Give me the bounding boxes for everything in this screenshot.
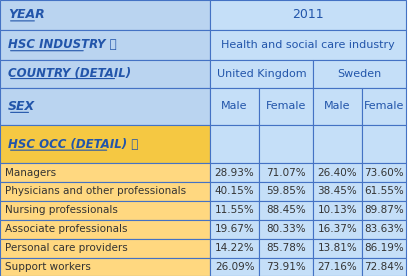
Bar	[0, 30, 210, 60]
Bar	[313, 182, 361, 201]
Text: 72.84%: 72.84%	[364, 262, 403, 272]
Bar	[0, 60, 210, 87]
Text: Associate professionals: Associate professionals	[5, 224, 127, 234]
Text: 2011: 2011	[292, 8, 324, 22]
Bar	[361, 201, 405, 220]
Bar	[0, 239, 210, 258]
Bar	[0, 87, 210, 125]
Bar	[210, 182, 259, 201]
Text: 80.33%: 80.33%	[266, 224, 306, 234]
Bar	[259, 87, 313, 125]
Bar	[0, 258, 210, 276]
Bar	[210, 0, 405, 30]
Bar	[210, 239, 259, 258]
Text: HSC INDUSTRY ⓘ: HSC INDUSTRY ⓘ	[8, 38, 117, 51]
Bar	[313, 258, 361, 276]
Bar	[0, 201, 210, 220]
Text: Health and social care industry: Health and social care industry	[221, 40, 395, 50]
Bar	[210, 87, 259, 125]
Text: 11.55%: 11.55%	[215, 205, 254, 215]
Text: Female: Female	[364, 101, 404, 112]
Text: YEAR: YEAR	[8, 8, 44, 22]
Bar	[361, 220, 405, 239]
Text: 73.91%: 73.91%	[266, 262, 306, 272]
Text: Female: Female	[266, 101, 306, 112]
Text: 16.37%: 16.37%	[317, 224, 357, 234]
Bar	[0, 0, 210, 30]
Text: 86.19%: 86.19%	[364, 243, 403, 253]
Bar	[361, 239, 405, 258]
Text: 27.16%: 27.16%	[317, 262, 357, 272]
Text: Sweden: Sweden	[337, 69, 381, 79]
Text: 73.60%: 73.60%	[364, 168, 403, 177]
Bar	[210, 60, 313, 87]
Bar	[259, 239, 313, 258]
Bar	[361, 163, 405, 182]
Bar	[210, 220, 259, 239]
Bar	[259, 258, 313, 276]
Bar	[313, 87, 361, 125]
Bar	[313, 239, 361, 258]
Text: 14.22%: 14.22%	[215, 243, 254, 253]
Text: Physicians and other professionals: Physicians and other professionals	[5, 186, 186, 197]
Bar	[313, 201, 361, 220]
Bar	[210, 125, 259, 163]
Text: Support workers: Support workers	[5, 262, 91, 272]
Bar	[361, 182, 405, 201]
Text: 59.85%: 59.85%	[266, 186, 306, 197]
Text: Male: Male	[324, 101, 350, 112]
Bar	[0, 125, 210, 163]
Text: 61.55%: 61.55%	[364, 186, 403, 197]
Bar	[0, 163, 210, 182]
Bar	[259, 220, 313, 239]
Bar	[0, 220, 210, 239]
Text: 89.87%: 89.87%	[364, 205, 403, 215]
Text: 19.67%: 19.67%	[215, 224, 254, 234]
Bar	[259, 163, 313, 182]
Text: 26.40%: 26.40%	[317, 168, 357, 177]
Text: 71.07%: 71.07%	[266, 168, 306, 177]
Bar	[0, 182, 210, 201]
Text: 13.81%: 13.81%	[317, 243, 357, 253]
Text: 85.78%: 85.78%	[266, 243, 306, 253]
Text: HSC OCC (DETAIL) ⓘ: HSC OCC (DETAIL) ⓘ	[8, 138, 138, 151]
Text: 38.45%: 38.45%	[317, 186, 357, 197]
Text: SEX: SEX	[8, 100, 35, 113]
Bar	[210, 201, 259, 220]
Bar	[259, 125, 313, 163]
Bar	[313, 163, 361, 182]
Bar	[259, 201, 313, 220]
Text: Male: Male	[221, 101, 248, 112]
Bar	[313, 220, 361, 239]
Text: 83.63%: 83.63%	[364, 224, 403, 234]
Bar	[313, 60, 405, 87]
Text: 88.45%: 88.45%	[266, 205, 306, 215]
Text: Managers: Managers	[5, 168, 56, 177]
Text: Personal care providers: Personal care providers	[5, 243, 128, 253]
Bar	[361, 125, 405, 163]
Bar	[210, 30, 405, 60]
Text: United Kingdom: United Kingdom	[217, 69, 306, 79]
Text: COUNTRY (DETAIL): COUNTRY (DETAIL)	[8, 67, 131, 80]
Bar	[313, 125, 361, 163]
Bar	[210, 258, 259, 276]
Bar	[259, 182, 313, 201]
Text: Nursing professionals: Nursing professionals	[5, 205, 118, 215]
Bar	[361, 258, 405, 276]
Bar	[210, 163, 259, 182]
Text: 28.93%: 28.93%	[215, 168, 254, 177]
Text: 40.15%: 40.15%	[215, 186, 254, 197]
Text: 10.13%: 10.13%	[317, 205, 357, 215]
Text: 26.09%: 26.09%	[215, 262, 254, 272]
Bar	[361, 87, 405, 125]
